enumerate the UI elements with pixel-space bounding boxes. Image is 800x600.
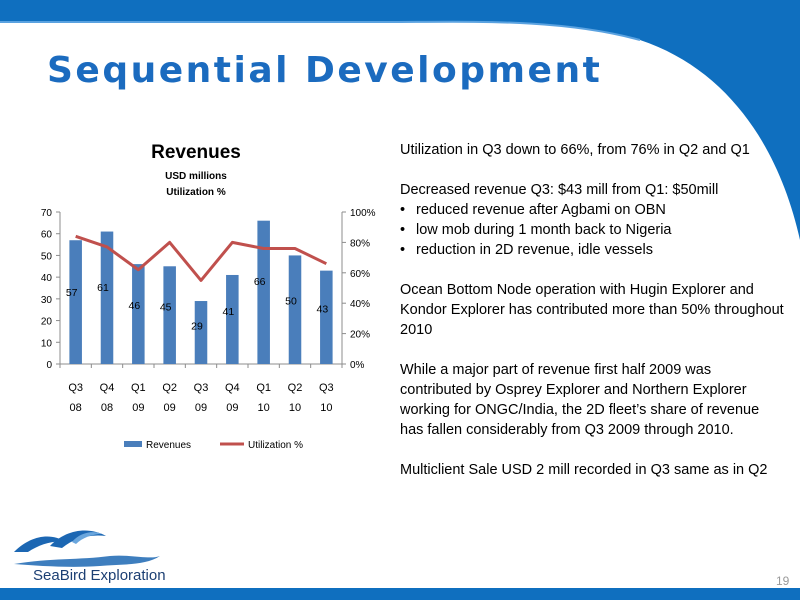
paragraph-gap xyxy=(400,160,785,180)
slide-title: Sequential Development xyxy=(47,50,603,91)
x-tick-label: 09 xyxy=(195,402,207,414)
right-tick-label: 40% xyxy=(350,299,370,310)
x-tick-label: Q3 xyxy=(194,382,209,394)
revenue-bar xyxy=(100,231,114,364)
bullet-item: • reduced revenue after Agbami on OBN xyxy=(400,200,785,220)
legend-revenues-label: Revenues xyxy=(146,440,191,451)
bullet-icon: • xyxy=(400,242,406,258)
x-tick-label: Q1 xyxy=(256,382,271,394)
x-tick-label: Q4 xyxy=(225,382,240,394)
commentary-paragraph: While a major part of revenue first half… xyxy=(400,362,760,438)
revenue-data-label: 41 xyxy=(222,306,234,318)
left-tick-label: 70 xyxy=(41,208,53,219)
commentary-paragraph: Decreased revenue Q3: $43 mill from Q1: … xyxy=(400,182,719,198)
left-tick-label: 60 xyxy=(41,230,53,241)
chart-subtitle: Utilization % xyxy=(166,187,226,198)
x-tick-label: 09 xyxy=(164,402,176,414)
x-tick-label: 09 xyxy=(132,402,144,414)
x-tick-label: Q4 xyxy=(100,382,115,394)
revenue-utilization-chart: Revenues USD millions Utilization % 0 10 20 30… xyxy=(41,142,376,451)
chart-subtitle: USD millions xyxy=(165,171,227,182)
left-tick-label: 20 xyxy=(41,317,53,328)
paragraph-gap xyxy=(400,260,785,280)
commentary-panel: Utilization in Q3 down to 66%, from 76% … xyxy=(400,140,785,480)
top-blue-band xyxy=(0,0,800,240)
revenue-data-label: 61 xyxy=(97,282,109,294)
x-tick-label: 10 xyxy=(289,402,301,414)
top-band-highlight xyxy=(0,20,641,41)
paragraph-gap xyxy=(400,440,785,460)
bullet-text: low mob during 1 month back to Nigeria xyxy=(416,222,672,238)
commentary-paragraph: Utilization in Q3 down to 66%, from 76% … xyxy=(400,142,750,158)
x-tick-label: Q3 xyxy=(68,382,83,394)
seabird-logo-icon xyxy=(14,530,160,567)
x-tick-label: Q2 xyxy=(288,382,303,394)
bullet-item: • reduction in 2D revenue, idle vessels xyxy=(400,240,785,260)
right-tick-label: 100% xyxy=(350,208,376,219)
revenue-bar xyxy=(288,255,302,364)
x-tick-label: 08 xyxy=(101,402,113,414)
x-tick-label: Q1 xyxy=(131,382,146,394)
x-tick-label: 09 xyxy=(226,402,238,414)
revenue-bar xyxy=(226,274,239,364)
revenue-data-label: 45 xyxy=(160,301,172,313)
commentary-paragraph: Multiclient Sale USD 2 mill recorded in … xyxy=(400,462,768,478)
x-tick-label: Q2 xyxy=(162,382,177,394)
revenue-data-label: 66 xyxy=(254,276,266,288)
bullet-item: • low mob during 1 month back to Nigeria xyxy=(400,220,785,240)
bullet-icon: • xyxy=(400,202,406,218)
revenue-bar xyxy=(163,266,176,364)
left-tick-label: 40 xyxy=(41,273,53,284)
logo-wordmark: SeaBird Exploration xyxy=(33,567,166,584)
revenue-data-label: 29 xyxy=(191,320,203,332)
legend-revenues-swatch xyxy=(124,441,142,447)
left-tick-label: 30 xyxy=(41,295,53,306)
commentary-paragraph: Ocean Bottom Node operation with Hugin E… xyxy=(400,282,784,338)
x-tick-label: Q3 xyxy=(319,382,334,394)
revenue-data-label: 57 xyxy=(66,287,78,299)
bottom-blue-band xyxy=(0,588,800,600)
chart-title: Revenues xyxy=(151,142,241,163)
revenue-bar xyxy=(69,240,82,364)
revenue-data-label: 43 xyxy=(316,304,328,316)
x-tick-label: 10 xyxy=(320,402,332,414)
revenue-bar xyxy=(194,301,208,364)
page-number: 19 xyxy=(776,574,790,588)
bullet-icon: • xyxy=(400,222,406,238)
right-tick-label: 60% xyxy=(350,269,370,280)
left-tick-label: 10 xyxy=(41,338,53,349)
revenue-data-label: 46 xyxy=(128,300,140,312)
revenue-data-label: 50 xyxy=(285,295,297,307)
revenue-bar xyxy=(320,270,333,364)
revenue-bar xyxy=(257,220,270,364)
left-tick-label: 50 xyxy=(41,251,53,262)
right-tick-label: 80% xyxy=(350,238,370,249)
right-tick-label: 0% xyxy=(350,360,365,371)
utilization-line xyxy=(75,234,327,282)
paragraph-gap xyxy=(400,340,785,360)
x-tick-label: 08 xyxy=(70,402,82,414)
bullet-text: reduction in 2D revenue, idle vessels xyxy=(416,242,653,258)
revenue-bar xyxy=(132,264,145,364)
x-tick-label: 10 xyxy=(258,402,270,414)
legend-utilization-label: Utilization % xyxy=(248,440,303,451)
bullet-text: reduced revenue after Agbami on OBN xyxy=(416,202,666,218)
left-tick-label: 0 xyxy=(46,360,52,371)
right-tick-label: 20% xyxy=(350,330,370,341)
